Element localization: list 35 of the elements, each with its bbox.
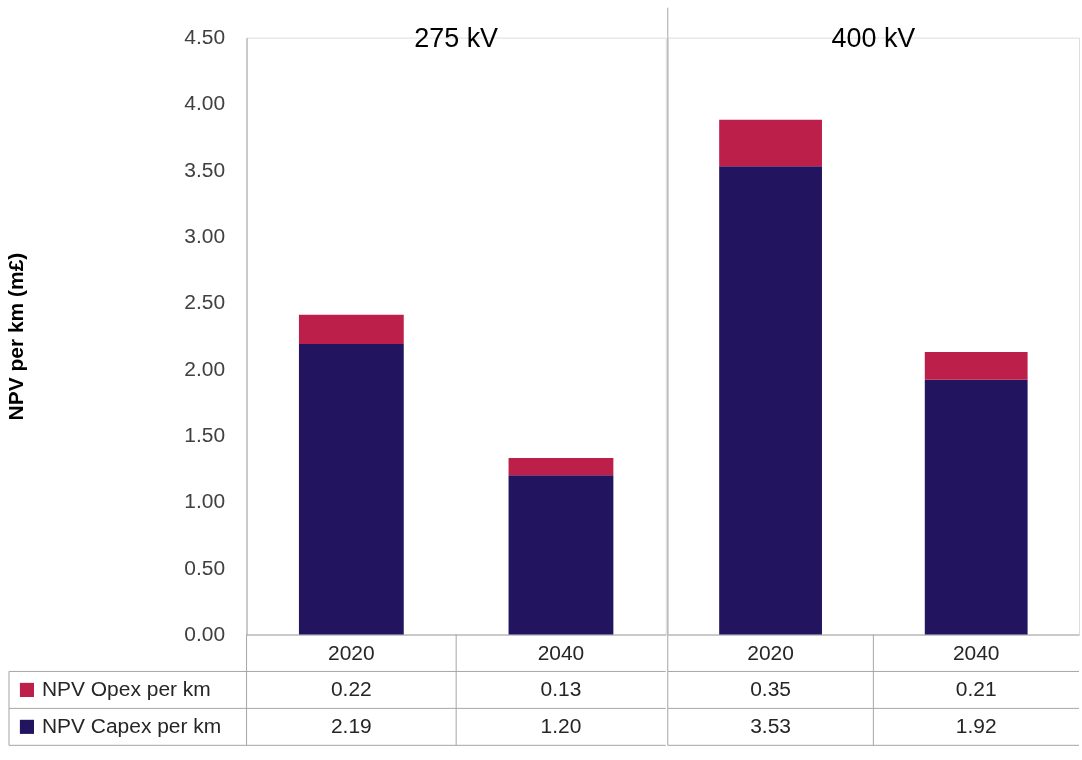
data-label: 2.19 [330, 713, 372, 737]
legend-label: NPV Capex per km [41, 713, 222, 737]
chart-title: 275 kV [414, 23, 499, 54]
y-tick-label: 0.00 [184, 622, 226, 646]
data-label: 0.13 [540, 676, 582, 700]
data-label: 1.92 [955, 713, 997, 737]
y-axis-title: NPV per km (m£) [4, 252, 28, 421]
data-label: 1.20 [540, 713, 582, 737]
data-label: 0.22 [330, 676, 372, 700]
bar [924, 351, 1028, 380]
x-tick-label: 2040 [537, 640, 585, 664]
y-tick-label: 2.50 [184, 290, 226, 314]
data-label: 3.53 [750, 713, 791, 737]
y-tick-label: 4.50 [184, 25, 226, 49]
x-tick-label: 2020 [747, 640, 794, 664]
x-tick-label: 2040 [952, 640, 1000, 664]
bar [298, 344, 404, 635]
bar [719, 166, 822, 635]
x-tick-label: 2020 [328, 640, 375, 664]
y-tick-label: 1.50 [184, 423, 226, 447]
y-tick-label: 4.00 [184, 91, 226, 115]
y-tick-label: 3.50 [184, 157, 226, 181]
data-label: 0.35 [750, 676, 791, 700]
bar [719, 119, 822, 167]
bar [508, 475, 614, 635]
legend-label: NPV Opex per km [41, 676, 211, 700]
y-tick-label: 3.00 [184, 224, 226, 248]
data-label: 0.21 [955, 676, 997, 700]
y-tick-label: 1.00 [184, 489, 226, 513]
bar [924, 379, 1028, 635]
chart-title: 400 kV [831, 23, 916, 54]
y-tick-label: 0.50 [184, 555, 226, 579]
y-tick-label: 2.00 [184, 356, 226, 380]
bar [298, 314, 404, 345]
bar [508, 458, 614, 476]
